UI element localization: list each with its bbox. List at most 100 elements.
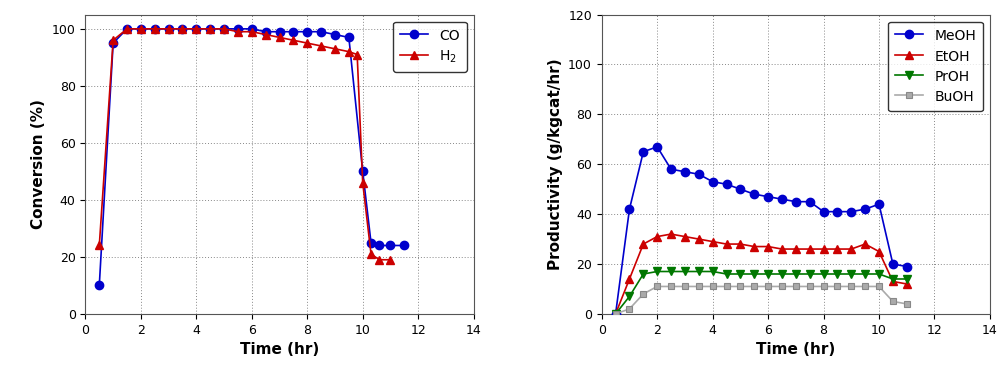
BuOH <box>845 284 857 289</box>
MeOH <box>610 312 622 316</box>
H$_2$ <box>204 27 216 31</box>
MeOH <box>679 170 691 174</box>
EtOH <box>886 279 898 284</box>
H$_2$ <box>287 38 299 42</box>
EtOH <box>900 282 913 286</box>
Line: H$_2$: H$_2$ <box>95 25 395 264</box>
BuOH <box>886 299 898 304</box>
H$_2$ <box>357 181 369 185</box>
H$_2$ <box>190 27 202 31</box>
BuOH <box>776 284 788 289</box>
BuOH <box>721 284 733 289</box>
CO <box>373 243 385 248</box>
CO <box>398 243 410 248</box>
MeOH <box>873 202 885 206</box>
H$_2$ <box>343 50 355 54</box>
BuOH <box>817 284 829 289</box>
EtOH <box>610 312 622 316</box>
BuOH <box>831 284 843 289</box>
CO <box>232 27 244 31</box>
Legend: MeOH, EtOH, PrOH, BuOH: MeOH, EtOH, PrOH, BuOH <box>888 22 983 111</box>
Legend: CO, H$_2$: CO, H$_2$ <box>393 22 466 72</box>
PrOH <box>610 312 622 316</box>
BuOH <box>637 292 649 296</box>
EtOH <box>637 242 649 246</box>
MeOH <box>859 207 871 211</box>
H$_2$ <box>177 27 189 31</box>
CO <box>135 27 147 31</box>
PrOH <box>762 272 774 276</box>
BuOH <box>790 284 802 289</box>
EtOH <box>817 247 829 251</box>
BuOH <box>762 284 774 289</box>
H$_2$ <box>316 44 328 48</box>
Line: PrOH: PrOH <box>611 267 911 318</box>
H$_2$ <box>218 27 230 31</box>
PrOH <box>735 272 747 276</box>
BuOH <box>873 284 885 289</box>
Line: CO: CO <box>95 25 408 289</box>
PrOH <box>721 272 733 276</box>
MeOH <box>900 264 913 269</box>
EtOH <box>831 247 843 251</box>
H$_2$ <box>351 52 363 57</box>
PrOH <box>817 272 829 276</box>
H$_2$ <box>329 47 341 51</box>
CO <box>343 35 355 39</box>
Line: EtOH: EtOH <box>611 230 911 318</box>
CO <box>108 41 120 45</box>
MeOH <box>817 210 829 214</box>
Line: MeOH: MeOH <box>611 143 911 318</box>
H$_2$ <box>149 27 161 31</box>
EtOH <box>804 247 816 251</box>
H$_2$ <box>365 252 377 256</box>
PrOH <box>665 269 677 274</box>
CO <box>316 30 328 34</box>
EtOH <box>721 242 733 246</box>
CO <box>218 27 230 31</box>
X-axis label: Time (hr): Time (hr) <box>240 342 320 357</box>
EtOH <box>845 247 857 251</box>
PrOH <box>692 269 705 274</box>
EtOH <box>679 234 691 239</box>
BuOH <box>679 284 691 289</box>
CO <box>302 30 314 34</box>
H$_2$ <box>135 27 147 31</box>
BuOH <box>623 307 635 311</box>
PrOH <box>707 269 719 274</box>
H$_2$ <box>108 38 120 42</box>
EtOH <box>790 247 802 251</box>
MeOH <box>721 182 733 187</box>
H$_2$ <box>373 258 385 262</box>
PrOH <box>637 272 649 276</box>
PrOH <box>651 269 663 274</box>
CO <box>329 32 341 37</box>
EtOH <box>692 237 705 241</box>
H$_2$ <box>121 27 133 31</box>
H$_2$ <box>302 41 314 45</box>
BuOH <box>610 312 622 316</box>
MeOH <box>748 192 760 196</box>
BuOH <box>804 284 816 289</box>
MeOH <box>790 199 802 204</box>
CO <box>93 283 106 288</box>
CO <box>190 27 202 31</box>
H$_2$ <box>384 258 396 262</box>
MeOH <box>762 195 774 199</box>
EtOH <box>873 249 885 254</box>
EtOH <box>651 234 663 239</box>
BuOH <box>900 302 913 306</box>
EtOH <box>735 242 747 246</box>
BuOH <box>665 284 677 289</box>
MeOH <box>804 199 816 204</box>
PrOH <box>748 272 760 276</box>
CO <box>204 27 216 31</box>
CO <box>287 30 299 34</box>
Y-axis label: Conversion (%): Conversion (%) <box>31 99 46 229</box>
CO <box>384 243 396 248</box>
CO <box>259 30 271 34</box>
Y-axis label: Productivity (g/kgcat/hr): Productivity (g/kgcat/hr) <box>548 58 563 270</box>
CO <box>177 27 189 31</box>
MeOH <box>637 150 649 154</box>
MeOH <box>692 172 705 176</box>
